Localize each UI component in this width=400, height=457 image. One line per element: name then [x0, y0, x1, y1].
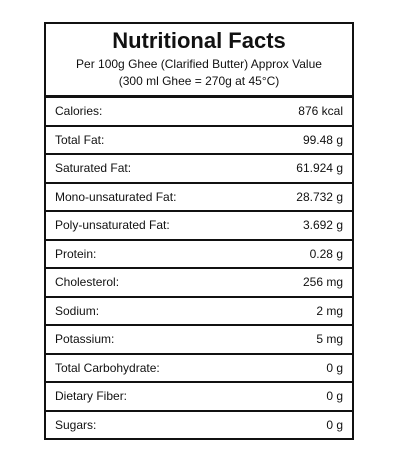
nutrient-row: Mono-unsaturated Fat: 28.732 g [46, 184, 352, 212]
nutrient-value: 0 g [326, 360, 343, 375]
nutrient-value: 28.732 g [296, 189, 343, 204]
nutrient-row: Sodium: 2 mg [46, 298, 352, 326]
nutrient-value: 61.924 g [296, 161, 343, 176]
nutrient-label: Saturated Fat: [55, 161, 132, 176]
nutrient-label: Cholesterol: [55, 275, 120, 290]
nutrient-row: Dietary Fiber: 0 g [46, 383, 352, 412]
nutrient-value: 99.48 g [302, 132, 343, 147]
nutrient-row: Potassium: 5 mg [46, 326, 352, 355]
nutrient-row: Protein: 0.28 g [46, 241, 352, 269]
nutrient-row: Total Carbohydrate: 0 g [46, 355, 352, 383]
rows: Calories: 876 kcal Total Fat: 99.48 g Satura… [46, 98, 352, 438]
nutrient-row: Cholesterol: 256 mg [46, 269, 352, 298]
nutrient-row: Total Fat: 99.48 g [46, 127, 352, 155]
nutrient-row: Poly-unsaturated Fat: 3.692 g [46, 212, 352, 241]
note: (300 ml Ghee = 270g at 45°C) [118, 74, 280, 88]
nutrient-value: 5 mg [316, 332, 343, 347]
nutrient-value: 256 mg [302, 275, 343, 290]
nutrient-label: Protein: [55, 246, 97, 261]
nutrient-value: 2 mg [316, 303, 343, 318]
nutrient-label: Sugars: [55, 417, 97, 432]
nutrient-value: 0 g [326, 417, 343, 432]
nutrient-row: Sugars: 0 g [46, 412, 352, 439]
nutrient-value: 0.28 g [309, 246, 343, 261]
nutrient-label: Poly-unsaturated Fat: [55, 218, 170, 233]
nutrient-row: Saturated Fat: 61.924 g [46, 155, 352, 184]
nutrient-label: Total Fat: [55, 132, 105, 147]
nutrient-label: Sodium: [55, 303, 100, 318]
nutrition-table: Nutritional Facts Per 100g Ghee (Clarifi… [44, 22, 354, 440]
nutrient-value: 3.692 g [302, 218, 343, 233]
nutrient-value: 0 g [326, 389, 343, 404]
nutrient-label: Total Carbohydrate: [55, 360, 160, 375]
nutrient-label: Dietary Fiber: [55, 389, 128, 404]
title: Nutritional Facts [112, 28, 286, 53]
subtitle: Per 100g Ghee (Clarified Butter) Approx … [76, 57, 322, 71]
nutrient-label: Mono-unsaturated Fat: [55, 189, 177, 204]
nutrient-row: Calories: 876 kcal [46, 98, 352, 127]
nutrient-label: Potassium: [55, 332, 115, 347]
nutrient-value: 876 kcal [298, 104, 343, 119]
nutrient-label: Calories: [55, 104, 103, 119]
header: Nutritional Facts Per 100g Ghee (Clarifi… [46, 24, 352, 98]
